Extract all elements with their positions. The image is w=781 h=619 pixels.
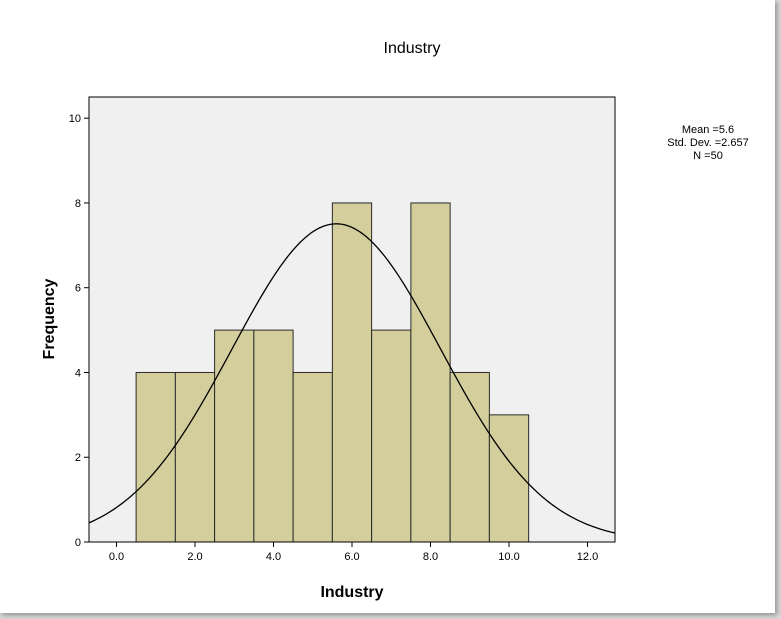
mean-label: Mean =5.6	[682, 124, 734, 136]
y-tick-label: 8	[75, 198, 81, 210]
x-axis-title: Industry	[320, 584, 383, 601]
y-tick-label: 6	[75, 283, 81, 295]
histogram-bar-3	[214, 329, 255, 543]
x-tick-label: 10.0	[498, 551, 519, 563]
histogram-bar-9	[449, 371, 490, 543]
x-tick-label: 12.0	[577, 551, 598, 563]
histogram-bar-1	[135, 371, 176, 543]
x-tick-label: 4.0	[266, 551, 281, 563]
histogram-bar-6	[331, 202, 373, 543]
y-axis: 0 2 4 6 8 10	[69, 113, 89, 549]
x-tick-label: 0.0	[109, 551, 124, 563]
n-label: N =50	[693, 150, 723, 162]
histogram-bar-8	[410, 202, 451, 543]
std-dev-label: Std. Dev. =2.657	[667, 137, 748, 149]
x-axis: 0.0 2.0 4.0 6.0 8.0 10.0 12.0	[109, 542, 598, 563]
chart-title: Industry	[384, 40, 441, 57]
x-tick-label: 6.0	[344, 551, 359, 563]
y-tick-label: 0	[75, 537, 81, 549]
histogram-bar-2	[174, 371, 216, 543]
histogram-bar-5	[292, 371, 333, 543]
histogram-bar-7	[371, 329, 412, 543]
y-tick-label: 2	[75, 452, 81, 464]
x-tick-label: 2.0	[187, 551, 202, 563]
histogram-bar-4	[253, 329, 294, 543]
y-tick-label: 10	[69, 113, 81, 125]
statistics-box: Mean =5.6 Std. Dev. =2.657 N =50	[667, 124, 748, 162]
y-tick-label: 4	[75, 367, 81, 379]
x-tick-label: 8.0	[423, 551, 438, 563]
normal-curve	[88, 223, 616, 534]
histogram-bar-10	[488, 414, 530, 543]
y-axis-title: Frequency	[41, 278, 58, 359]
